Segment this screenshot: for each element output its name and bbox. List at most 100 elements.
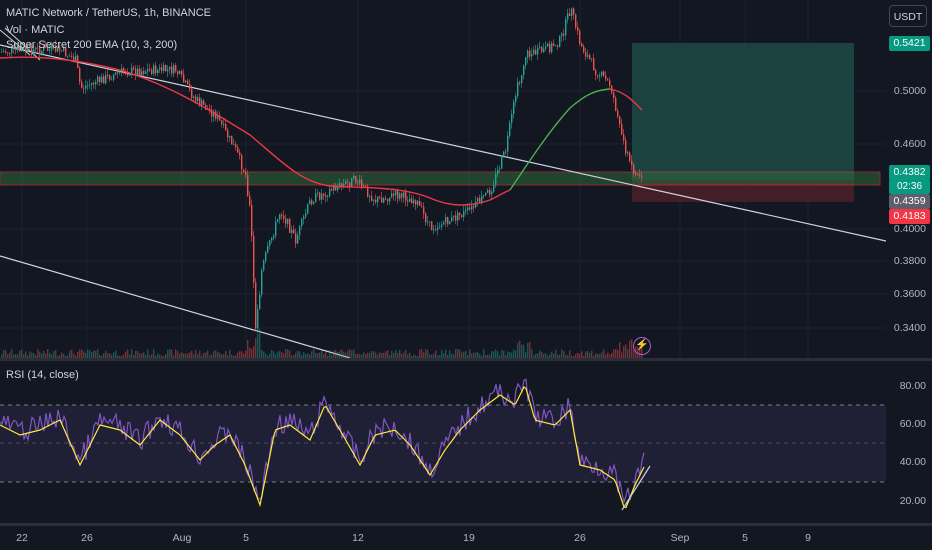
volume-bar [227, 355, 229, 358]
volume-bar [539, 350, 541, 358]
price-axis[interactable]: 0.5000 0.4600 0.4000 0.3800 0.3600 0.340… [886, 0, 932, 358]
volume-bar [409, 352, 411, 358]
volume-bar [437, 355, 439, 358]
candle-body [585, 52, 587, 57]
candle-body [193, 96, 195, 98]
candle-body [311, 200, 313, 204]
candle-body [587, 55, 589, 57]
pane-divider[interactable] [0, 358, 932, 361]
candle-body [337, 187, 339, 191]
candle-body [285, 218, 287, 224]
volume-bar [145, 355, 147, 358]
symbol-legend[interactable]: MATIC Network / TetherUS, 1h, BINANCE [6, 7, 211, 19]
volume-bar [157, 353, 159, 358]
candle-body [21, 49, 23, 52]
volume-bar [177, 351, 179, 358]
volume-bar [289, 350, 291, 358]
candle-body [529, 50, 531, 57]
candle-body [163, 65, 165, 71]
candle-body [79, 68, 81, 82]
rsi-axis-label: 60.00 [899, 418, 926, 430]
volume-bar [399, 349, 401, 358]
volume-bar [283, 353, 285, 358]
candle-body [623, 134, 625, 141]
price-chart[interactable] [0, 0, 886, 358]
volume-bar [187, 353, 189, 358]
volume-bar [159, 354, 161, 358]
candle-body [149, 68, 151, 70]
volume-bar [503, 350, 505, 358]
volume-bar [335, 350, 337, 358]
pane-divider [0, 523, 932, 526]
volume-legend[interactable]: Vol · MATIC [6, 24, 65, 36]
candle-body [597, 74, 599, 77]
volume-bar [445, 349, 447, 358]
candle-body [139, 68, 141, 76]
candle-body [385, 198, 387, 200]
volume-bar [79, 349, 81, 358]
volume-bar [435, 350, 437, 358]
candle-body [639, 174, 641, 176]
candle-body [57, 46, 59, 52]
candle-body [251, 204, 253, 237]
candle-body [619, 116, 621, 124]
stop-price-tag: 0.4183 [889, 209, 930, 224]
rsi-chart[interactable] [0, 361, 886, 523]
volume-bar [377, 354, 379, 358]
volume-bar [249, 347, 251, 358]
lightning-icon[interactable]: ⚡ [633, 337, 651, 355]
ema-legend[interactable]: Super Secret 200 EMA (10, 3, 200) [6, 39, 178, 51]
volume-bar [91, 352, 93, 358]
candle-body [125, 72, 127, 74]
volume-bar [113, 352, 115, 358]
volume-bar [513, 349, 515, 358]
candle-body [211, 109, 213, 117]
volume-bar [411, 355, 413, 358]
volume-bar [303, 352, 305, 358]
volume-bar [527, 342, 529, 358]
volume-bar [179, 353, 181, 358]
date-axis[interactable]: 22 26 Aug 5 12 19 26 Sep 5 9 [0, 526, 932, 550]
candle-body [195, 96, 197, 102]
candle-body [133, 67, 135, 69]
candle-body [629, 152, 631, 161]
rsi-axis[interactable]: 80.00 60.00 40.00 20.00 [886, 361, 932, 523]
candle-body [429, 221, 431, 223]
candle-body [437, 227, 439, 230]
volume-bar [339, 351, 341, 358]
candle-body [307, 204, 309, 214]
rsi-legend[interactable]: RSI (14, close) [6, 369, 79, 381]
volume-bar [519, 340, 521, 358]
volume-bar [137, 351, 139, 358]
candle-body [479, 198, 481, 204]
candle-body [493, 185, 495, 192]
candle-body [335, 186, 337, 191]
candle-body [187, 80, 189, 85]
volume-bar [485, 355, 487, 358]
candle-body [357, 182, 359, 184]
price-axis-label: 0.3400 [893, 322, 926, 334]
candle-body [147, 68, 149, 72]
candle-body [513, 102, 515, 114]
volume-bar [613, 349, 615, 358]
volume-bar [207, 350, 209, 358]
candle-body [521, 75, 523, 83]
volume-bar [451, 353, 453, 358]
candle-body [53, 45, 55, 47]
candle-body [503, 151, 505, 157]
volume-bar [393, 352, 395, 358]
candle-body [41, 50, 43, 55]
candle-body [263, 260, 265, 271]
candle-body [91, 83, 93, 85]
currency-button[interactable]: USDT [889, 5, 927, 27]
volume-bar [575, 354, 577, 358]
volume-bar [9, 352, 11, 358]
volume-bar [309, 354, 311, 358]
candle-body [453, 215, 455, 217]
volume-bar [119, 355, 121, 358]
volume-bar [419, 349, 421, 358]
volume-bar [149, 355, 151, 358]
volume-bar [167, 349, 169, 358]
candle-body [477, 198, 479, 202]
volume-bar [5, 350, 7, 358]
